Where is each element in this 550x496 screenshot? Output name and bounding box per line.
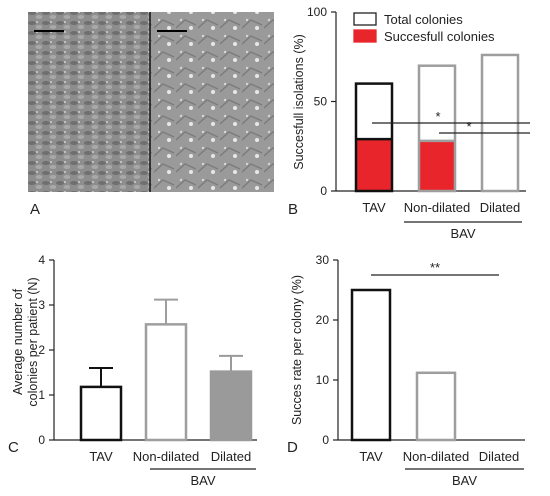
chart-b-successful-isolations: 0 50 100 TAV Non-dilated Dilated BAV Succesfull…: [292, 5, 530, 241]
y-tick-label: 100: [307, 5, 327, 19]
y-axis-label: Succesfull isolations (%): [292, 34, 306, 169]
panel-a-micrographs: [28, 12, 274, 192]
legend-swatch: [353, 29, 377, 43]
y-tick-label: 20: [316, 313, 330, 327]
legend-label: Total colonies: [384, 12, 463, 27]
y-tick-label: 0: [38, 433, 45, 447]
y-tick-label: 4: [38, 253, 45, 267]
y-tick-label: 3: [38, 298, 45, 312]
significance-label: *: [435, 109, 440, 124]
y-tick-label: 30: [316, 253, 330, 267]
y-axis-label: Average number ofcolonies per patient (N…: [11, 277, 40, 406]
panel-label-b: B: [288, 201, 298, 218]
bar-successful-colonies: [419, 140, 455, 191]
y-tick-label: 2: [38, 343, 45, 357]
bar: [209, 370, 253, 442]
y-axis-label-line: colonies per patient (N): [26, 277, 40, 406]
bar: [79, 385, 123, 442]
panel-label-a: A: [30, 201, 40, 218]
bar-total-colonies: [354, 82, 394, 193]
y-tick-label: 0: [322, 433, 329, 447]
significance-label: **: [430, 260, 440, 275]
y-tick-label: 10: [316, 373, 330, 387]
y-tick-label: 1: [38, 388, 45, 402]
panel-label-c: C: [8, 439, 19, 456]
legend-swatch: [353, 12, 377, 26]
bar: [144, 323, 188, 442]
group-label: BAV: [452, 473, 477, 488]
x-tick-label: Non-dilated: [404, 200, 471, 215]
significance-label: *: [466, 119, 471, 134]
x-tick-label: TAV: [89, 449, 113, 464]
bar: [415, 371, 457, 442]
y-axis-label: Succes rate per colony (%): [290, 275, 304, 425]
y-tick-label: 50: [314, 95, 328, 109]
bar: [350, 288, 392, 442]
micrograph-right: [150, 12, 274, 192]
group-label: BAV: [190, 473, 215, 488]
chart-c-colonies-per-patient: 0 1 2 3 4 TAV Non-dilated Dilated BAV Average num…: [11, 253, 257, 488]
x-tick-label: TAV: [359, 449, 383, 464]
bar-total-colonies: [417, 64, 457, 193]
legend-label: Succesfull colonies: [384, 29, 495, 44]
x-tick-label: TAV: [362, 200, 386, 215]
y-tick-label: 0: [320, 184, 327, 198]
x-tick-label: Non-dilated: [403, 449, 470, 464]
y-axis-label-line: Average number of: [11, 288, 25, 395]
x-tick-label: Dilated: [480, 200, 520, 215]
x-tick-label: Dilated: [479, 449, 519, 464]
panel-label-d: D: [287, 439, 298, 456]
group-label: BAV: [450, 226, 475, 241]
bar-successful-colonies: [356, 139, 392, 191]
micrograph-left: [28, 12, 150, 192]
x-tick-label: Non-dilated: [133, 449, 200, 464]
x-tick-label: Dilated: [211, 449, 251, 464]
